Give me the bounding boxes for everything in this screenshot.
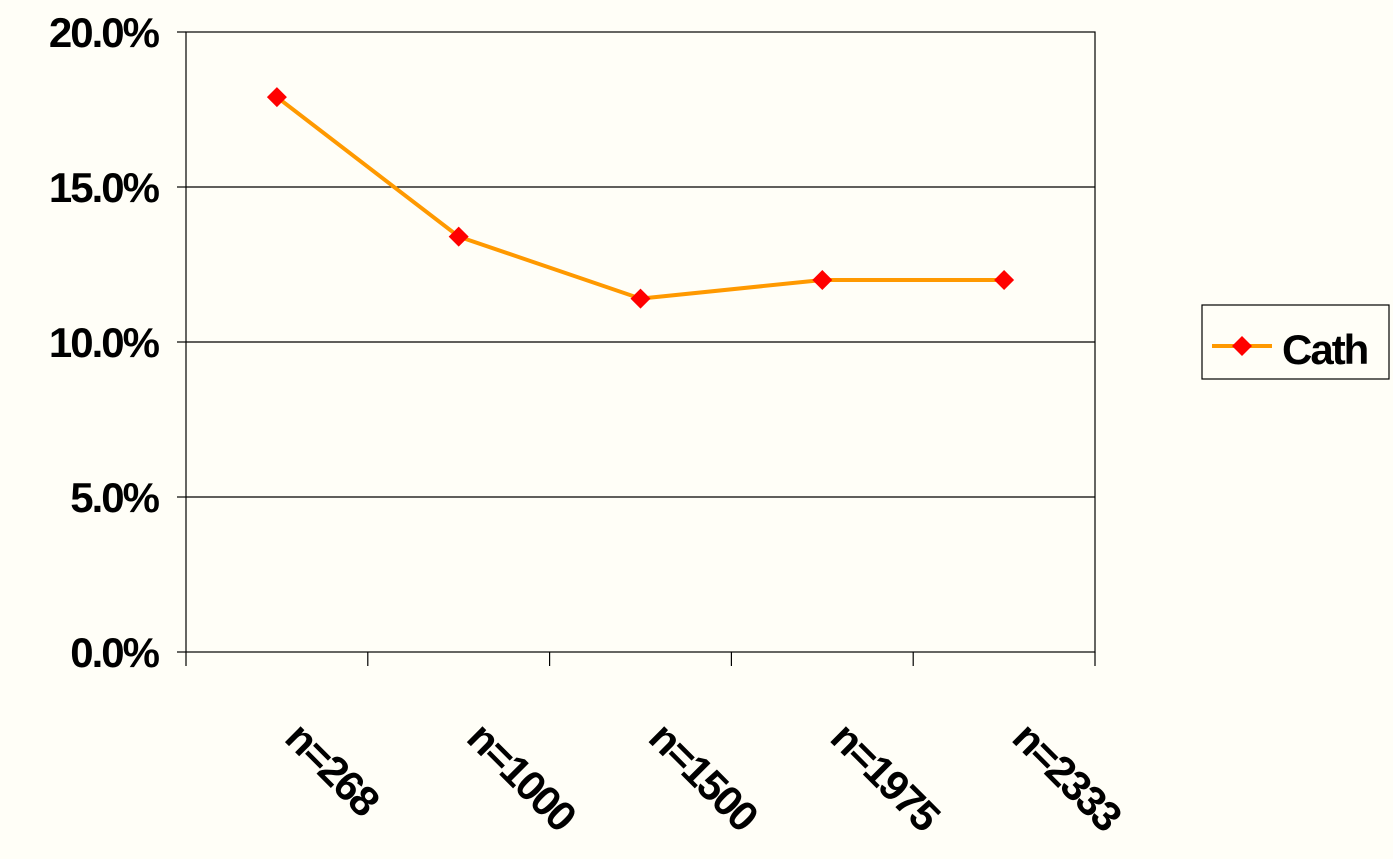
x-tick-label: n=1975 xyxy=(822,713,949,840)
x-tick-label: n=2333 xyxy=(1004,713,1131,840)
legend-marker-swatch xyxy=(1232,336,1252,356)
y-axis-ticks: 0.0% 5.0% 10.0% 15.0% 20.0% xyxy=(49,9,186,676)
series-line xyxy=(275,95,1005,301)
y-tick-label: 15.0% xyxy=(49,164,160,211)
y-tick-label: 5.0% xyxy=(70,474,159,521)
x-tick-label: n=268 xyxy=(277,713,389,825)
data-point-marker xyxy=(812,270,833,290)
y-tick-label: 10.0% xyxy=(49,319,160,366)
legend: Cath xyxy=(1201,304,1390,380)
legend-label-cath: Cath xyxy=(1282,326,1368,373)
legend-box xyxy=(1201,304,1390,380)
data-point-marker xyxy=(630,288,651,309)
x-axis-ticks: n=268 n=1000 n=1500 n=1975 n=2333 xyxy=(185,652,1131,841)
x-tick-label: n=1500 xyxy=(640,713,767,840)
data-point-marker xyxy=(448,226,469,247)
y-tick-label: 0.0% xyxy=(70,629,159,676)
y-tick-label: 20.0% xyxy=(49,9,160,56)
x-tick-label: n=1000 xyxy=(458,713,585,840)
data-point-marker xyxy=(994,270,1015,290)
series-cath xyxy=(266,87,1015,309)
gridlines xyxy=(186,186,1095,498)
data-point-marker xyxy=(266,87,287,108)
